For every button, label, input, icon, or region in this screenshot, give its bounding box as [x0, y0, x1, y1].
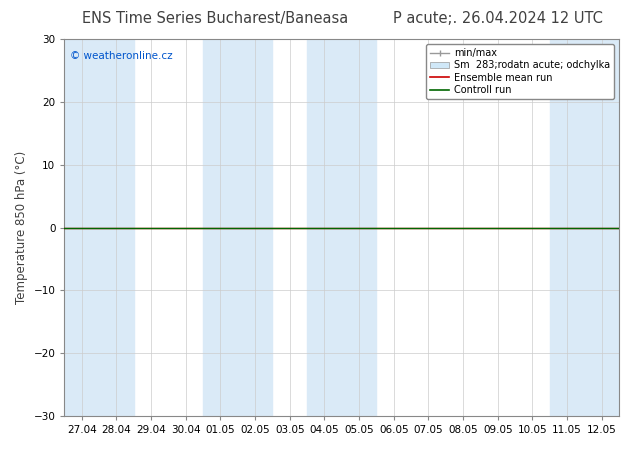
Bar [307, 39, 377, 416]
Text: ENS Time Series Bucharest/Baneasa: ENS Time Series Bucharest/Baneasa [82, 11, 349, 26]
Bar [203, 39, 273, 416]
Y-axis label: Temperature 850 hPa (°C): Temperature 850 hPa (°C) [15, 151, 28, 304]
Bar [550, 39, 619, 416]
Text: © weatheronline.cz: © weatheronline.cz [70, 50, 172, 61]
Legend: min/max, Sm  283;rodatn acute; odchylka, Ensemble mean run, Controll run: min/max, Sm 283;rodatn acute; odchylka, … [426, 44, 614, 99]
Text: P acute;. 26.04.2024 12 UTC: P acute;. 26.04.2024 12 UTC [393, 11, 603, 26]
Bar [65, 39, 134, 416]
